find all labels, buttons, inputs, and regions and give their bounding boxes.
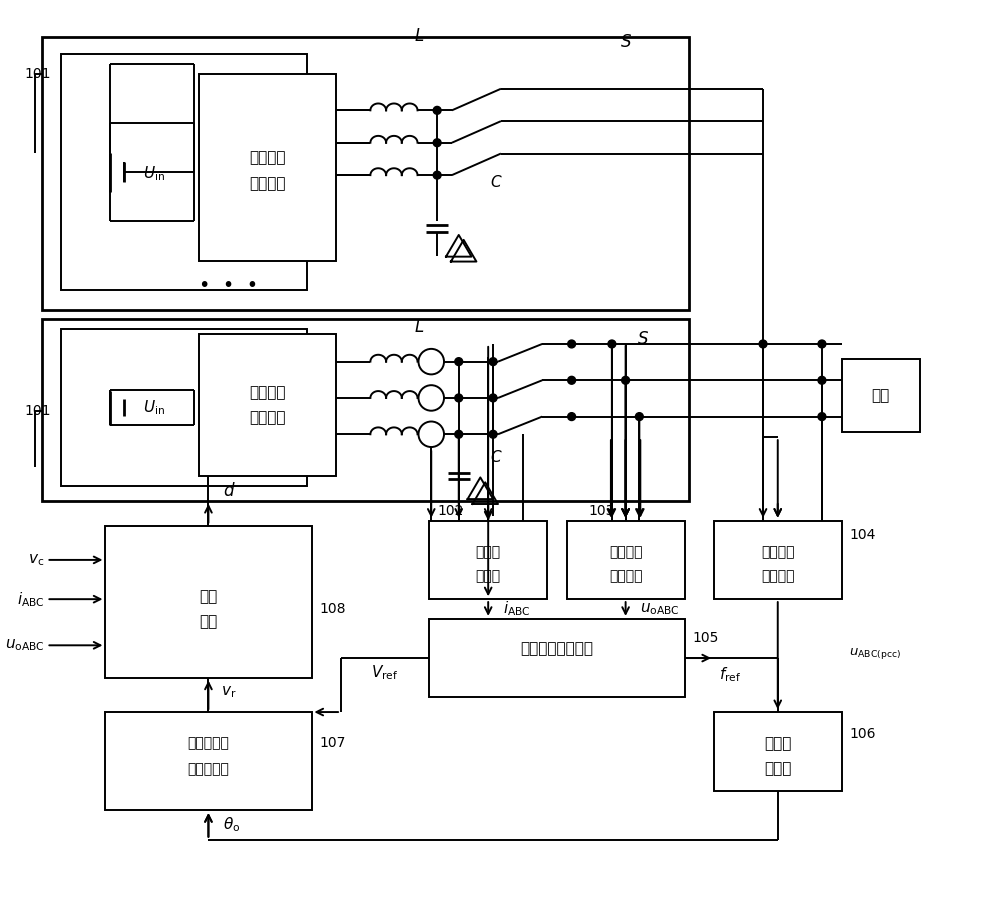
Text: 集模块: 集模块 xyxy=(476,570,501,584)
Text: 器主电路: 器主电路 xyxy=(249,410,286,425)
Text: 负荷: 负荷 xyxy=(872,388,890,404)
Text: $v_{\rm r}$: $v_{\rm r}$ xyxy=(221,684,237,701)
Text: $f_{\rm ref}$: $f_{\rm ref}$ xyxy=(719,666,742,684)
Text: $u_{\rm oABC}$: $u_{\rm oABC}$ xyxy=(640,601,680,617)
Text: 步模块: 步模块 xyxy=(764,762,791,777)
Text: 三相逆变: 三相逆变 xyxy=(249,150,286,165)
Text: $C$: $C$ xyxy=(490,174,502,190)
Circle shape xyxy=(433,139,441,147)
Bar xyxy=(42,319,689,501)
Bar xyxy=(199,335,336,476)
Text: $S$: $S$ xyxy=(620,34,632,51)
Text: 控制: 控制 xyxy=(199,588,218,604)
Text: •  •  •: • • • xyxy=(199,275,258,294)
Text: $V_{\rm ref}$: $V_{\rm ref}$ xyxy=(371,664,399,682)
Text: 106: 106 xyxy=(849,727,876,741)
Bar xyxy=(105,526,312,678)
Text: $v_{\rm c}$: $v_{\rm c}$ xyxy=(28,552,45,568)
Text: 采集模块: 采集模块 xyxy=(609,570,642,584)
Text: $i_{\rm ABC}$: $i_{\rm ABC}$ xyxy=(17,590,45,608)
Text: 号生成模块: 号生成模块 xyxy=(187,762,229,776)
Text: $L$: $L$ xyxy=(414,318,425,335)
Text: 第一电压: 第一电压 xyxy=(609,545,642,559)
Circle shape xyxy=(568,340,576,348)
Circle shape xyxy=(455,394,463,402)
Bar xyxy=(429,619,685,697)
Text: $u_{\rm ABC(pcc)}$: $u_{\rm ABC(pcc)}$ xyxy=(849,646,901,661)
Text: $U_{\rm in}$: $U_{\rm in}$ xyxy=(143,165,165,184)
Bar xyxy=(61,329,307,486)
Text: 105: 105 xyxy=(692,631,719,646)
Bar xyxy=(567,520,685,599)
Bar xyxy=(105,712,312,810)
Text: 102: 102 xyxy=(437,504,464,518)
Circle shape xyxy=(568,413,576,421)
Circle shape xyxy=(568,377,576,384)
Text: $\theta_{\rm o}$: $\theta_{\rm o}$ xyxy=(223,815,240,834)
Text: 107: 107 xyxy=(319,736,346,751)
Text: 参考信号计算模块: 参考信号计算模块 xyxy=(520,640,593,656)
Circle shape xyxy=(635,413,643,421)
Bar xyxy=(429,520,547,599)
Circle shape xyxy=(433,171,441,179)
Text: $C$: $C$ xyxy=(490,448,502,465)
Bar xyxy=(42,37,689,309)
Circle shape xyxy=(818,377,826,384)
Bar xyxy=(714,712,842,790)
Text: 电压参考信: 电压参考信 xyxy=(187,736,229,751)
Circle shape xyxy=(433,107,441,114)
Circle shape xyxy=(455,358,463,366)
Bar xyxy=(714,520,842,599)
Circle shape xyxy=(622,377,630,384)
Text: 电流采: 电流采 xyxy=(476,545,501,559)
Circle shape xyxy=(455,431,463,439)
Circle shape xyxy=(818,413,826,421)
Bar xyxy=(199,74,336,260)
Bar xyxy=(61,55,307,290)
Circle shape xyxy=(608,340,616,348)
Circle shape xyxy=(489,358,497,366)
Circle shape xyxy=(489,431,497,439)
Text: 104: 104 xyxy=(849,528,876,543)
Text: 第二电压: 第二电压 xyxy=(761,545,795,559)
Text: $S$: $S$ xyxy=(637,331,649,347)
Text: 103: 103 xyxy=(588,504,615,518)
Text: 模块: 模块 xyxy=(199,614,218,630)
Text: $U_{\rm in}$: $U_{\rm in}$ xyxy=(143,398,165,417)
Circle shape xyxy=(489,394,497,402)
Text: 相位同: 相位同 xyxy=(764,736,791,751)
Text: $u_{\rm oABC}$: $u_{\rm oABC}$ xyxy=(5,638,45,653)
Circle shape xyxy=(759,340,767,348)
Text: 三相逆变: 三相逆变 xyxy=(249,386,286,401)
Text: 采集模块: 采集模块 xyxy=(761,570,795,584)
Bar xyxy=(842,359,920,432)
Text: 101: 101 xyxy=(25,67,51,81)
Text: 108: 108 xyxy=(319,602,346,616)
Text: $i_{\rm ABC}$: $i_{\rm ABC}$ xyxy=(503,599,531,618)
Text: 器主电路: 器主电路 xyxy=(249,177,286,191)
Text: $d$: $d$ xyxy=(223,483,236,501)
Text: 101: 101 xyxy=(25,404,51,418)
Circle shape xyxy=(818,340,826,348)
Text: $L$: $L$ xyxy=(414,28,425,45)
